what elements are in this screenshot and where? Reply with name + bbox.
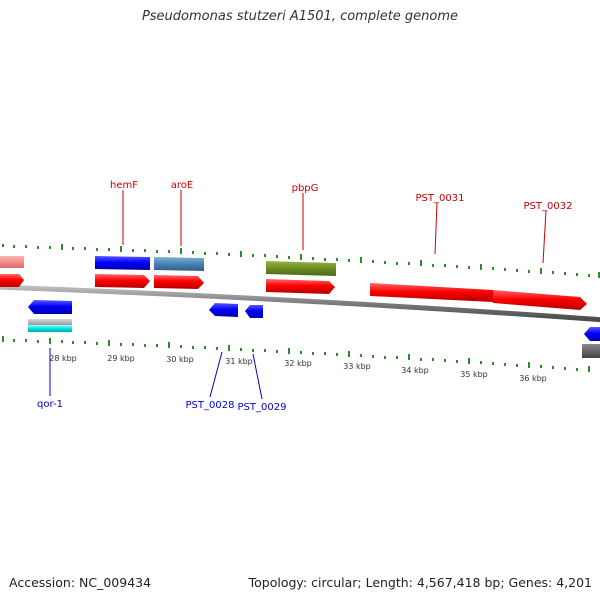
forward-gene-labels: hemF aroE pbpG PST_0031 PST_0032 [110, 180, 572, 212]
cds-hemF[interactable] [95, 274, 150, 288]
cds-PST_0028[interactable] [209, 303, 238, 317]
reverse-gene-labels: qor-1 PST_0028 PST_0029 [37, 399, 286, 413]
feature-dark-partial[interactable] [582, 344, 600, 358]
scale-label: 32 kbp [284, 359, 312, 368]
cds-PST_0029[interactable] [245, 305, 263, 318]
scale-label: 30 kbp [166, 355, 194, 364]
cds-qor-1[interactable] [28, 300, 72, 314]
forward-label-leaders [122, 190, 547, 264]
feature-qor-1-gray[interactable] [28, 319, 72, 325]
reverse-features [28, 300, 600, 358]
gene-label-PST_0031: PST_0031 [416, 193, 465, 204]
gene-label-aroE: aroE [171, 180, 193, 191]
feature-qor-1-cyan[interactable] [28, 325, 72, 332]
outer-tick-ring [2, 244, 600, 278]
gene-label-PST_0029: PST_0029 [238, 402, 287, 413]
inner-tick-ring [2, 336, 590, 372]
scale-label: 28 kbp [49, 354, 77, 363]
feature-aroE-gene[interactable] [154, 257, 204, 271]
gene-label-PST_0032: PST_0032 [524, 201, 573, 212]
genome-backbone [0, 284, 600, 323]
cds-partial-right[interactable] [584, 327, 600, 341]
cds-partial-left[interactable] [0, 274, 24, 287]
scale-labels: 28 kbp 29 kbp 30 kbp 31 kbp 32 kbp 33 kb… [49, 354, 547, 383]
scale-label: 35 kbp [460, 370, 488, 379]
scale-label: 36 kbp [519, 374, 547, 383]
reverse-label-leaders [49, 348, 263, 400]
cds-PST_0031[interactable] [370, 283, 499, 302]
scale-label: 34 kbp [401, 366, 429, 375]
cds-PST_0032[interactable] [493, 290, 587, 310]
scale-label: 29 kbp [107, 354, 135, 363]
feature-hemF-gene[interactable] [95, 256, 150, 270]
gene-label-qor-1: qor-1 [37, 399, 63, 410]
cds-aroE[interactable] [154, 275, 204, 289]
forward-features [0, 256, 587, 310]
genome-summary: Topology: circular; Length: 4,567,418 bp… [248, 575, 592, 590]
feature-pink-partial[interactable] [0, 256, 24, 268]
accession-label: Accession: NC_009434 [9, 575, 152, 590]
map-title: Pseudomonas stutzeri A1501, complete gen… [141, 9, 459, 24]
gene-label-pbpG: pbpG [292, 183, 319, 194]
scale-label: 33 kbp [343, 362, 371, 371]
cds-pbpG[interactable] [266, 279, 335, 294]
feature-pbpG-gene[interactable] [266, 261, 336, 276]
gene-label-PST_0028: PST_0028 [186, 400, 235, 411]
gene-label-hemF: hemF [110, 180, 138, 191]
scale-label: 31 kbp [225, 357, 253, 366]
